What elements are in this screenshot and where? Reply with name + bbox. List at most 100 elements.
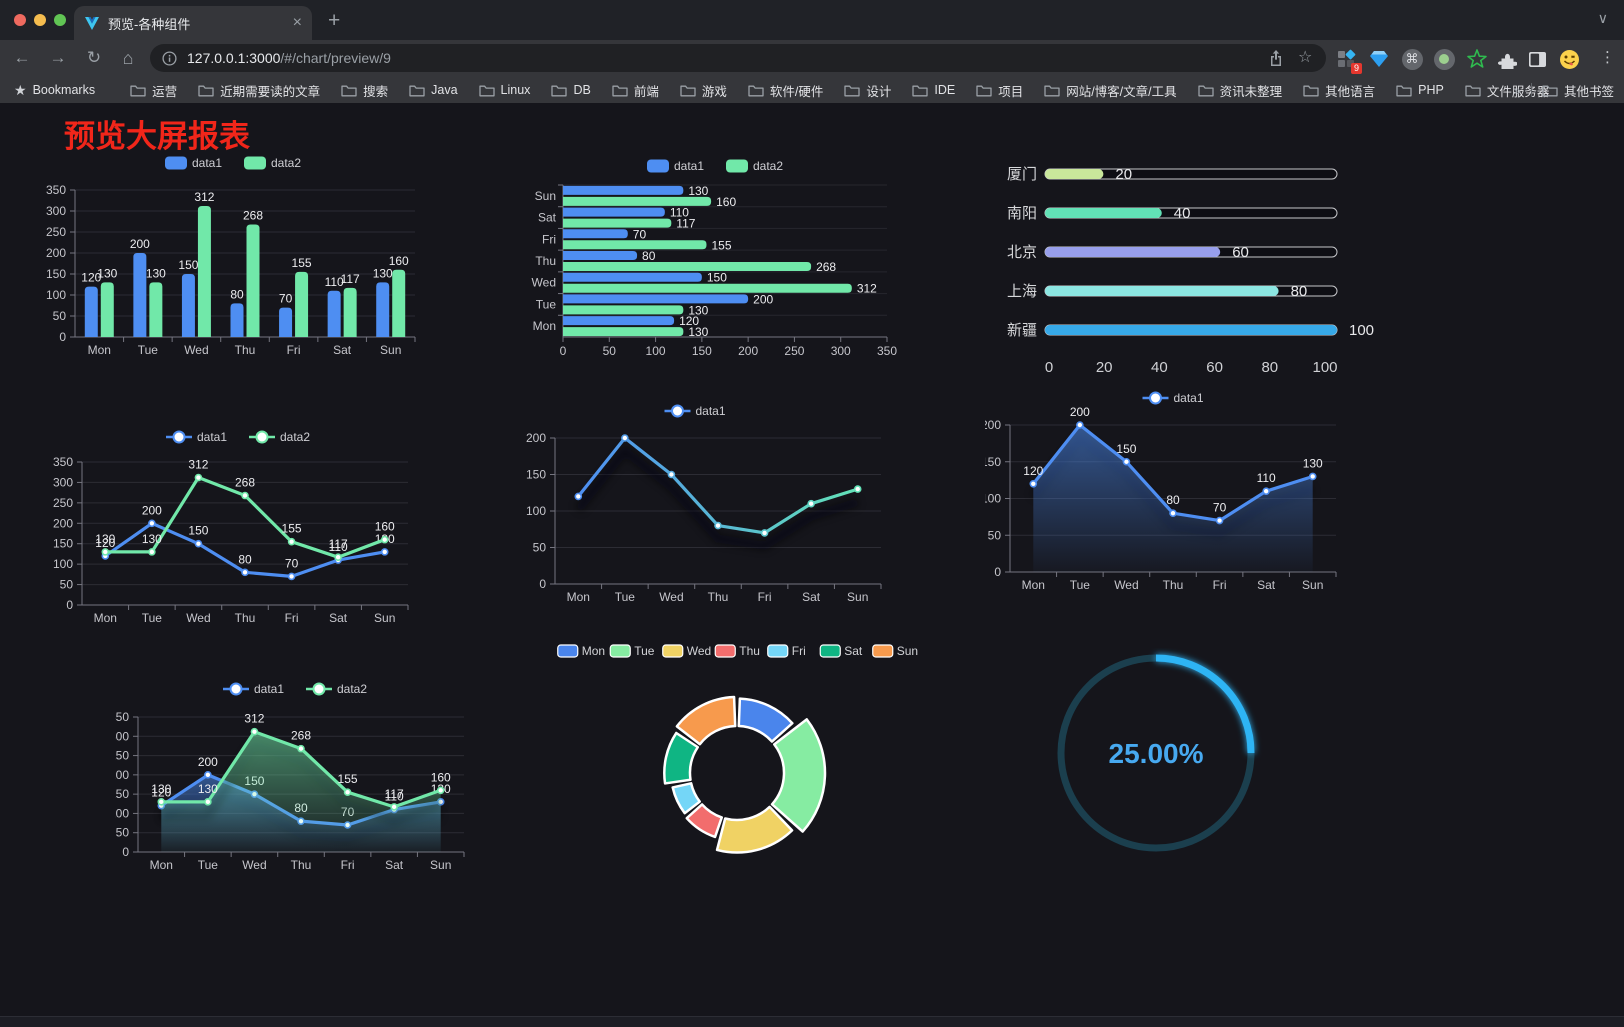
bookmarks-overflow-chevron[interactable]: » xyxy=(1513,82,1521,98)
bookmark-folder[interactable]: 软件/硬件 xyxy=(748,81,823,100)
bookmark-folder[interactable]: 设计 xyxy=(844,81,891,100)
url-text[interactable]: 127.0.0.1:3000/#/chart/preview/9 xyxy=(187,50,391,66)
svg-text:200: 200 xyxy=(130,237,150,251)
proxy-extension-icon[interactable]: 9 xyxy=(1334,47,1362,74)
svg-text:Fri: Fri xyxy=(287,343,301,357)
bookmark-folder[interactable]: 资讯未整理 xyxy=(1197,81,1282,100)
svg-text:117: 117 xyxy=(329,537,348,551)
green-dot-extension-icon[interactable] xyxy=(1432,47,1456,71)
svg-text:117: 117 xyxy=(341,272,360,286)
new-tab-button[interactable]: + xyxy=(328,9,341,32)
address-bar[interactable]: 127.0.0.1:3000/#/chart/preview/9 ☆ xyxy=(150,44,1326,72)
favicon xyxy=(85,17,99,30)
svg-text:150: 150 xyxy=(115,787,129,801)
folder-icon xyxy=(551,85,568,96)
svg-text:80: 80 xyxy=(642,249,656,263)
svg-text:155: 155 xyxy=(338,772,358,786)
svg-text:150: 150 xyxy=(188,524,208,538)
bookmark-folder[interactable]: 搜索 xyxy=(341,81,388,100)
bookmark-star-icon[interactable]: ☆ xyxy=(1298,49,1313,66)
bookmark-folder[interactable]: 项目 xyxy=(976,81,1023,100)
svg-text:Sun: Sun xyxy=(374,611,395,625)
svg-text:Tue: Tue xyxy=(536,297,557,311)
svg-text:Sat: Sat xyxy=(333,343,352,357)
svg-text:data1: data1 xyxy=(1174,391,1204,405)
svg-text:Tue: Tue xyxy=(198,858,219,872)
svg-text:160: 160 xyxy=(389,254,409,268)
bookmark-folder[interactable]: 近期需要读的文章 xyxy=(198,81,320,100)
bookmark-folder[interactable]: IDE xyxy=(912,81,955,100)
command-extension-icon[interactable]: ⌘ xyxy=(1400,47,1424,71)
svg-text:Wed: Wed xyxy=(242,858,266,872)
svg-text:160: 160 xyxy=(716,195,736,209)
svg-text:312: 312 xyxy=(194,190,214,204)
bookmark-folder[interactable]: 网站/博客/文章/工具 xyxy=(1044,81,1177,100)
svg-text:130: 130 xyxy=(688,303,708,317)
window-minimize-button[interactable] xyxy=(34,14,46,26)
browser-menu-icon[interactable]: ⋮ xyxy=(1600,49,1615,66)
share-icon[interactable] xyxy=(1268,49,1284,72)
bookmark-folder[interactable]: 游戏 xyxy=(680,81,727,100)
bookmark-folder[interactable]: 运营 xyxy=(130,81,177,100)
tab-search-chevron-icon[interactable]: ∨ xyxy=(1597,10,1608,26)
home-button[interactable]: ⌂ xyxy=(122,48,134,68)
bookmark-folder[interactable]: PHP xyxy=(1396,81,1444,100)
site-info-icon[interactable] xyxy=(162,50,177,66)
forward-button[interactable]: → xyxy=(49,48,67,67)
svg-text:80: 80 xyxy=(230,287,244,301)
svg-text:新疆: 新疆 xyxy=(1007,322,1037,339)
svg-text:155: 155 xyxy=(282,522,302,536)
bookmark-folder[interactable]: 其他语言 xyxy=(1303,81,1375,100)
svg-text:60: 60 xyxy=(1232,244,1249,261)
window-zoom-button[interactable] xyxy=(54,14,66,26)
svg-text:Fri: Fri xyxy=(792,644,806,658)
svg-text:data2: data2 xyxy=(280,430,310,444)
svg-text:Thu: Thu xyxy=(1163,578,1184,592)
svg-text:80: 80 xyxy=(238,552,252,566)
reload-button[interactable]: ↻ xyxy=(86,48,102,67)
svg-text:0: 0 xyxy=(66,598,73,612)
bookmark-folder[interactable]: Linux xyxy=(478,81,530,100)
bookmark-folder[interactable]: 文件服务器 xyxy=(1465,81,1549,100)
bookmarks-bar: ★ Bookmarks 运营 近期需要读的文章 搜索 Java Linux DB 前端 游戏 软… xyxy=(0,77,1624,103)
page-footer-strip xyxy=(0,1016,1624,1027)
svg-text:40: 40 xyxy=(1151,359,1168,376)
gem-extension-icon[interactable] xyxy=(1367,47,1391,71)
svg-text:300: 300 xyxy=(115,729,129,743)
svg-text:120: 120 xyxy=(95,536,115,550)
svg-text:Wed: Wed xyxy=(184,343,208,357)
star-extension-icon[interactable] xyxy=(1465,47,1489,71)
svg-text:100: 100 xyxy=(1312,359,1337,376)
tab-close-icon[interactable]: × xyxy=(292,14,302,31)
svg-text:70: 70 xyxy=(279,292,293,306)
back-button[interactable]: ← xyxy=(13,48,31,67)
svg-text:Sun: Sun xyxy=(380,343,401,357)
svg-text:200: 200 xyxy=(1070,405,1090,419)
bookmark-folder[interactable]: Java xyxy=(409,81,458,100)
emoji-extension-icon[interactable] xyxy=(1557,47,1581,71)
svg-text:data2: data2 xyxy=(271,156,301,170)
svg-text:100: 100 xyxy=(1349,322,1374,339)
bookmark-folder[interactable]: DB xyxy=(551,81,591,100)
svg-text:155: 155 xyxy=(292,256,312,270)
svg-text:data1: data1 xyxy=(254,682,284,696)
bookmark-folder[interactable]: 前端 xyxy=(612,81,659,100)
other-bookmarks-folder[interactable]: 其他书签 xyxy=(1542,81,1614,100)
svg-text:Sat: Sat xyxy=(1257,578,1276,592)
svg-text:300: 300 xyxy=(831,344,851,358)
svg-text:50: 50 xyxy=(533,541,547,555)
svg-text:150: 150 xyxy=(526,468,546,482)
folder-icon xyxy=(844,85,860,96)
svg-text:50: 50 xyxy=(116,826,130,840)
svg-text:312: 312 xyxy=(857,282,877,296)
side-panel-icon[interactable] xyxy=(1525,47,1549,71)
svg-text:Mon: Mon xyxy=(94,611,117,625)
extensions-puzzle-icon[interactable] xyxy=(1495,47,1519,71)
window-close-button[interactable] xyxy=(14,14,26,26)
svg-text:60: 60 xyxy=(1206,359,1223,376)
svg-text:Sat: Sat xyxy=(538,211,557,225)
bookmarks-manager-item[interactable]: ★ Bookmarks xyxy=(14,82,95,99)
folder-icon xyxy=(1303,85,1319,96)
svg-text:Mon: Mon xyxy=(1022,578,1045,592)
browser-tab[interactable]: 预览-各种组件 × xyxy=(74,6,312,40)
